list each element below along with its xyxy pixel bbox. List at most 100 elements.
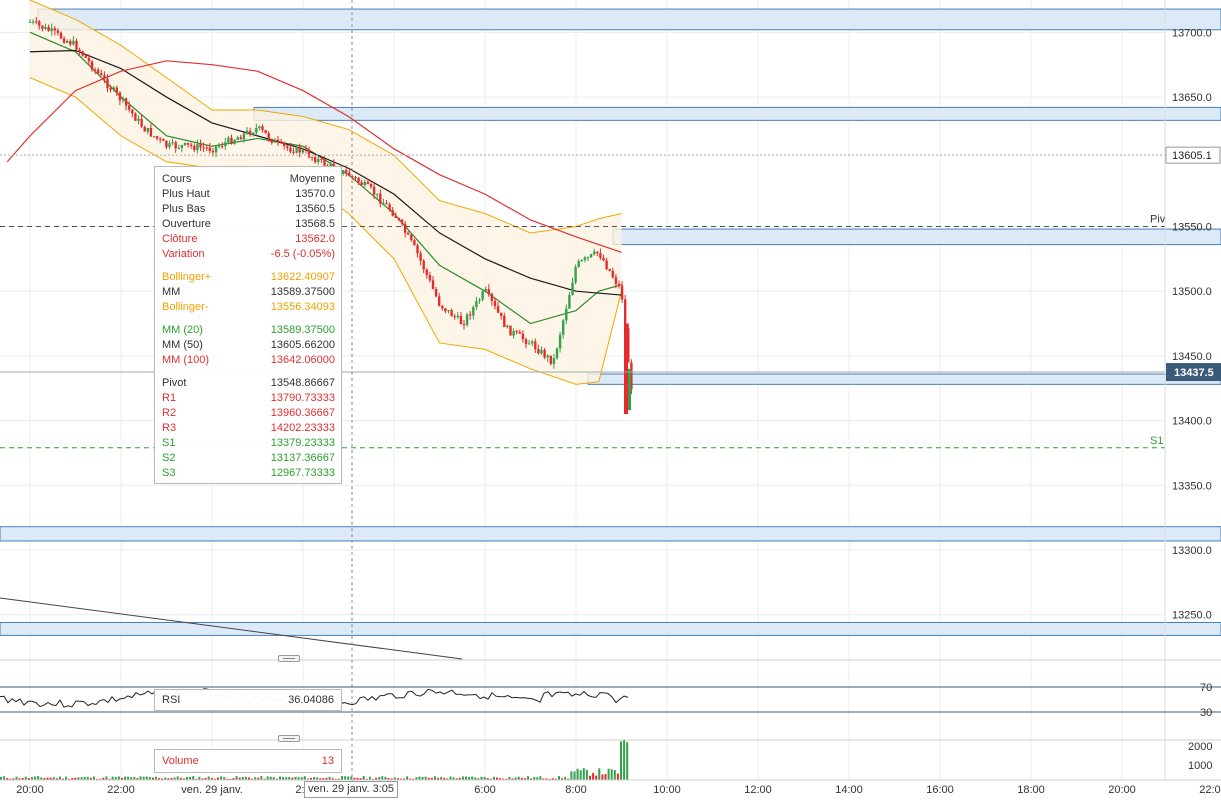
volume-bar	[52, 777, 55, 780]
candle-body	[413, 240, 416, 246]
candle-body	[47, 26, 50, 31]
volume-bar	[567, 778, 570, 780]
candle-body	[376, 193, 379, 195]
volume-tick-label: 1000	[1188, 760, 1212, 772]
volume-bar	[353, 777, 356, 780]
volume-bar	[263, 778, 266, 780]
bollinger--line	[29, 77, 622, 385]
volume-bar	[471, 776, 474, 780]
candle-body	[345, 170, 348, 173]
candle-body	[596, 251, 599, 254]
candle-body	[527, 343, 531, 345]
volume-bar	[527, 776, 529, 780]
volume-bar	[139, 776, 142, 780]
candle-body	[72, 40, 75, 45]
panel-resize-handle[interactable]	[278, 735, 300, 742]
volume-bar	[440, 777, 443, 780]
time-tick-label: 8:00	[565, 784, 586, 796]
tooltip-label: Plus Haut	[162, 188, 210, 200]
volume-bar	[474, 777, 477, 780]
candle-body	[286, 145, 289, 148]
volume-bar	[102, 777, 105, 780]
volume-bar	[585, 770, 588, 780]
volume-bar	[564, 776, 567, 780]
volume-bar	[170, 777, 173, 780]
volume-bar	[71, 778, 74, 780]
volume-bar	[533, 777, 536, 780]
candle-body	[475, 300, 478, 308]
candle-body	[360, 182, 363, 186]
support-resistance-zone	[0, 526, 1221, 542]
volume-bar	[55, 778, 58, 780]
candle-body	[571, 282, 574, 295]
volume-bar	[325, 777, 328, 780]
volume-bar	[375, 777, 378, 780]
volume-bar	[396, 778, 399, 780]
volume-bar	[111, 776, 114, 780]
volume-bar	[505, 778, 508, 780]
panel-resize-handle[interactable]	[278, 655, 300, 662]
volume-bar	[40, 777, 43, 780]
candle-body	[84, 55, 87, 58]
trend-line	[0, 597, 463, 660]
volume-bar	[558, 776, 560, 780]
price-tick-label: 13250.0	[1172, 610, 1212, 622]
candle-body	[565, 308, 568, 321]
candle-body	[372, 186, 376, 195]
candle-body	[518, 332, 521, 334]
volume-bar	[390, 778, 393, 780]
candle-body	[304, 149, 308, 151]
candle-body	[419, 253, 422, 261]
candle-body	[137, 118, 140, 121]
volume-bar	[427, 777, 430, 780]
candle-body	[214, 146, 218, 153]
volume-bar	[542, 778, 545, 780]
candle-body	[245, 130, 249, 134]
volume-bar	[244, 776, 247, 780]
candle-body	[509, 325, 512, 336]
zone-layer	[0, 8, 1221, 636]
candle-body	[602, 257, 605, 261]
volume-bar	[539, 776, 542, 780]
candle-body	[481, 291, 484, 300]
volume-bar	[437, 777, 440, 780]
last-price-tag	[1166, 363, 1221, 382]
candle-body	[87, 57, 91, 62]
candle-body	[586, 257, 590, 259]
rsi-label: RSI	[162, 694, 181, 706]
candle-body	[205, 147, 208, 149]
volume-bar	[294, 776, 297, 780]
candle-body	[109, 88, 112, 90]
volume-bar	[127, 776, 130, 780]
tooltip-value: 13605.66200	[270, 339, 335, 351]
time-tick-label: ven. 29 janv.	[181, 784, 243, 796]
tooltip-label: MM (50)	[162, 339, 203, 351]
volume-bar	[452, 777, 455, 780]
tooltip-value: -6.5 (-0.05%)	[270, 248, 335, 260]
volume-bar	[65, 776, 68, 780]
candle-body	[199, 144, 202, 148]
volume-bar	[468, 776, 471, 780]
volume-bar	[117, 776, 120, 780]
candle-body	[444, 308, 447, 312]
volume-bar	[99, 778, 102, 780]
tooltip-label: Variation	[162, 248, 205, 260]
candle-body	[59, 32, 63, 39]
volume-bar	[155, 776, 157, 780]
candle-body	[628, 368, 631, 411]
candle-body	[103, 75, 106, 79]
candle-body	[577, 260, 580, 267]
tooltip-value: 13622.40907	[270, 271, 335, 283]
volume-bar	[368, 776, 371, 780]
candle-body	[487, 289, 490, 294]
candle-body	[177, 147, 180, 149]
volume-bar	[492, 776, 495, 780]
candle-body	[400, 219, 404, 224]
volume-bar	[46, 777, 49, 780]
volume-bar	[350, 776, 353, 780]
candle-body	[171, 142, 174, 144]
candle-body	[562, 320, 565, 335]
tooltip-value: 13589.37500	[270, 324, 335, 336]
